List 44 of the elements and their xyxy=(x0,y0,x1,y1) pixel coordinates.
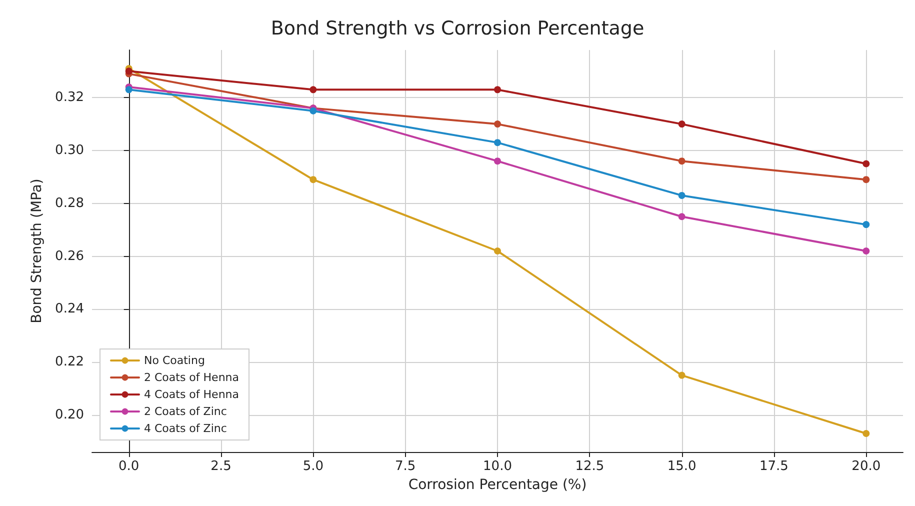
point xyxy=(862,248,870,254)
point xyxy=(862,160,870,168)
point xyxy=(310,107,317,114)
y-tick-label: 0.32 xyxy=(55,90,84,106)
point xyxy=(862,221,870,228)
point xyxy=(862,176,870,184)
x-tick-label: 20.0 xyxy=(852,459,881,474)
legend-label: No Coating xyxy=(144,354,205,367)
x-tick-label: 7.5 xyxy=(394,459,416,474)
point xyxy=(678,213,686,220)
x-tick-label: 12.5 xyxy=(575,459,604,474)
point xyxy=(494,139,501,146)
point xyxy=(125,68,132,75)
x-tick-label: 5.0 xyxy=(302,459,324,474)
point xyxy=(494,158,501,165)
chart-title: Bond Strength vs Corrosion Percentage xyxy=(270,18,644,40)
x-tick-label: 0.0 xyxy=(118,459,140,474)
point xyxy=(494,86,501,94)
point xyxy=(678,192,686,199)
x-tick-label: 10.0 xyxy=(483,459,512,474)
x-tick-label: 2.5 xyxy=(210,459,232,474)
y-tick-label: 0.26 xyxy=(55,248,84,264)
y-tick-label: 0.24 xyxy=(55,302,84,317)
legend-label: 2 Coats of Henna xyxy=(144,371,240,384)
y-tick-label: 0.20 xyxy=(55,407,84,422)
point xyxy=(678,158,686,165)
x-tick-label: 15.0 xyxy=(667,459,696,474)
legend-label: 4 Coats of Zinc xyxy=(144,422,227,435)
point xyxy=(678,120,686,128)
y-axis-title: Bond Strength (MPa) xyxy=(29,178,45,324)
point xyxy=(125,86,132,94)
point xyxy=(310,86,317,94)
point xyxy=(862,430,870,437)
y-tick-label: 0.30 xyxy=(55,143,84,158)
point xyxy=(310,176,317,184)
y-tick-label: 0.22 xyxy=(55,354,84,370)
legend-label: 2 Coats of Zinc xyxy=(144,405,227,418)
point xyxy=(494,120,501,128)
legend-label: 4 Coats of Henna xyxy=(144,388,240,401)
x-axis-title: Corrosion Percentage (%) xyxy=(408,476,587,493)
point xyxy=(494,248,501,254)
y-tick-label: 0.28 xyxy=(55,196,84,211)
point xyxy=(678,372,686,379)
x-tick-label: 17.5 xyxy=(760,459,788,474)
